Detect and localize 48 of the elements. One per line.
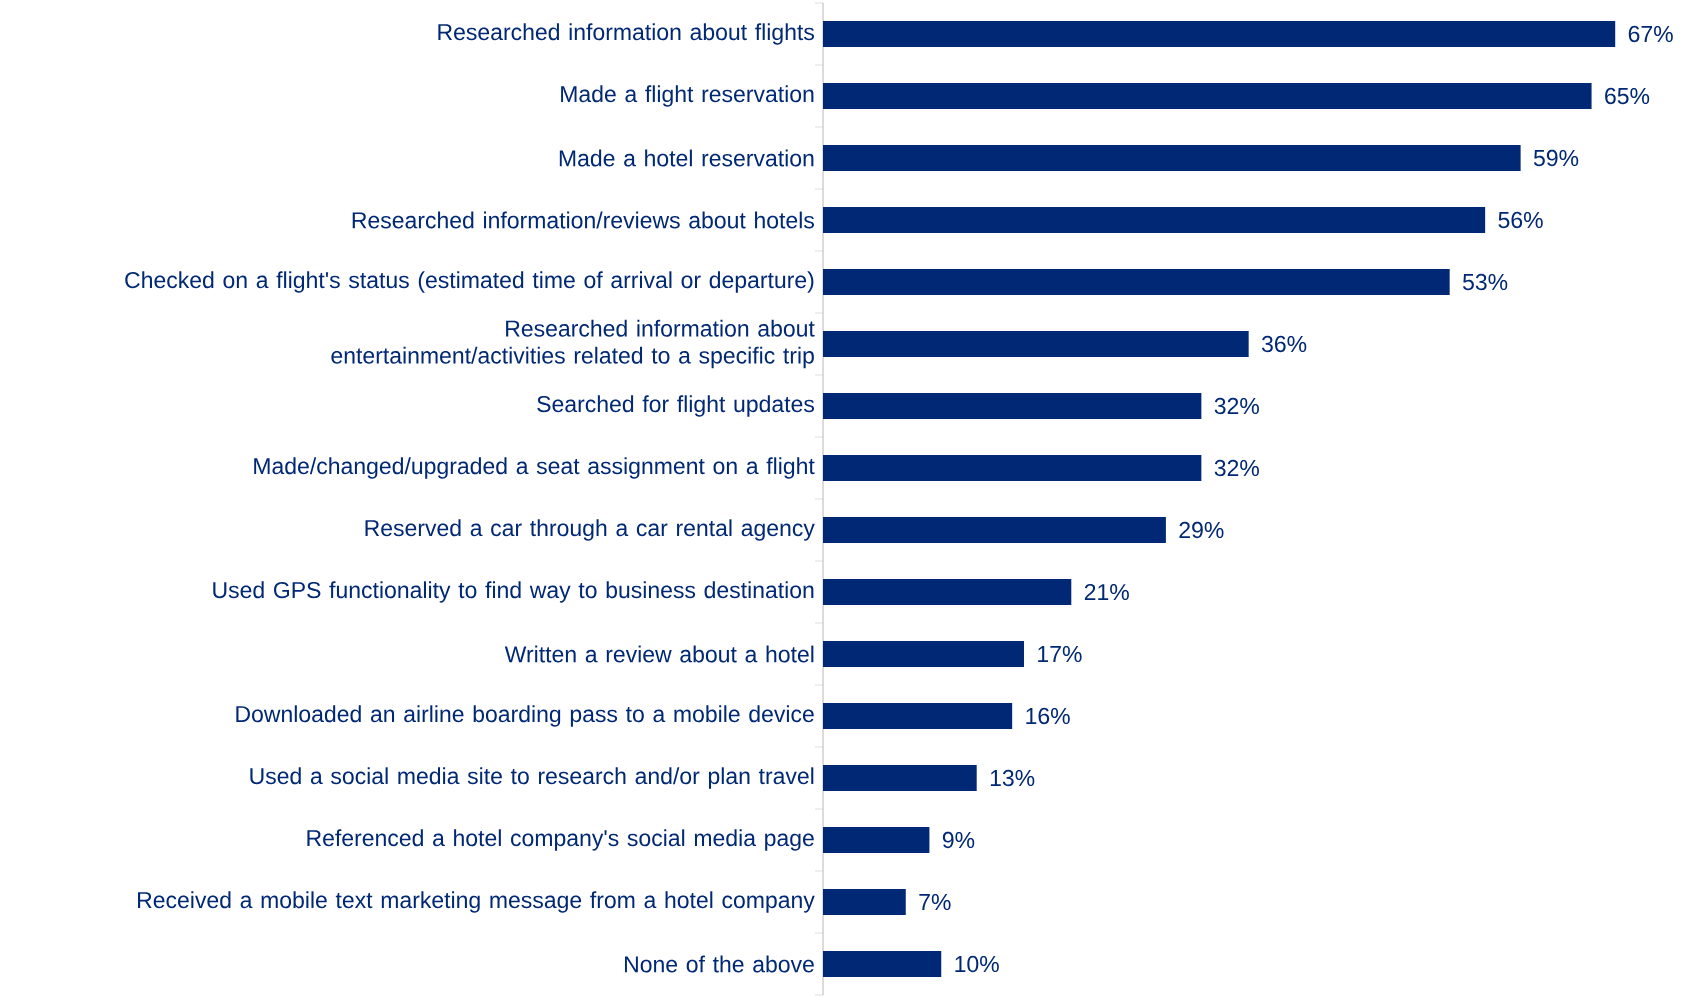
data-label: 16% xyxy=(1026,707,1070,725)
bar xyxy=(823,950,942,978)
bar xyxy=(823,764,977,792)
bar xyxy=(823,640,1025,668)
y-tick-label: Searched for flight updates xyxy=(537,395,815,417)
bar xyxy=(823,268,1450,296)
bar xyxy=(823,82,1592,110)
data-label: 13% xyxy=(990,769,1035,787)
y-tick-label: Used a social media site to research and/or plan travel xyxy=(250,767,814,789)
y-tick-label: Made/changed/upgraded a seat assignment on a flight xyxy=(254,457,815,479)
y-tick-label: Checked on a flight's status (estimated time of arrival or departure) xyxy=(125,271,814,293)
data-label: 32% xyxy=(1214,459,1259,477)
data-label: 65% xyxy=(1605,87,1650,105)
bar xyxy=(823,330,1249,358)
data-label: 7% xyxy=(919,893,951,911)
y-tick-label: None of the above xyxy=(625,955,814,973)
data-label: 56% xyxy=(1498,211,1543,229)
data-label: 36% xyxy=(1261,335,1307,353)
data-label: 21% xyxy=(1084,583,1129,601)
y-tick-label: Made a hotel reservation xyxy=(559,149,814,167)
bar xyxy=(823,454,1202,482)
y-tick-label: Written a review about a hotel xyxy=(504,645,814,663)
data-label: 9% xyxy=(942,831,975,849)
y-tick-label: Researched information about flights xyxy=(438,23,815,45)
data-label: 10% xyxy=(955,955,999,973)
bar xyxy=(823,20,1616,48)
y-tick-label: Received a mobile text marketing message from a hotel company xyxy=(138,891,815,913)
y-tick-label: Researched information about entertainment/activities related to a specific trip xyxy=(331,319,815,369)
bar xyxy=(823,144,1521,172)
bar xyxy=(823,206,1486,234)
y-tick-label: Downloaded an airline boarding pass to a mobile device xyxy=(236,705,814,727)
y-tick-label: Researched information/reviews about hotels xyxy=(352,211,814,229)
data-label: 17% xyxy=(1038,645,1082,663)
y-tick-label: Referenced a hotel company's social media page xyxy=(307,829,814,851)
bar xyxy=(823,888,906,916)
y-tick-label: Reserved a car through a car rental agency xyxy=(365,519,815,541)
bar xyxy=(823,702,1013,730)
data-label: 29% xyxy=(1179,521,1224,539)
data-label: 59% xyxy=(1533,149,1579,167)
data-label: 53% xyxy=(1462,273,1508,291)
data-label: 67% xyxy=(1628,25,1673,43)
data-label: 32% xyxy=(1214,397,1259,415)
bar xyxy=(823,578,1072,606)
y-tick-label: Made a flight reservation xyxy=(561,85,814,107)
bar xyxy=(823,392,1202,420)
bar xyxy=(823,826,930,854)
y-tick-label: Used GPS functionality to find way to business destination xyxy=(213,581,814,603)
bar xyxy=(823,516,1166,544)
